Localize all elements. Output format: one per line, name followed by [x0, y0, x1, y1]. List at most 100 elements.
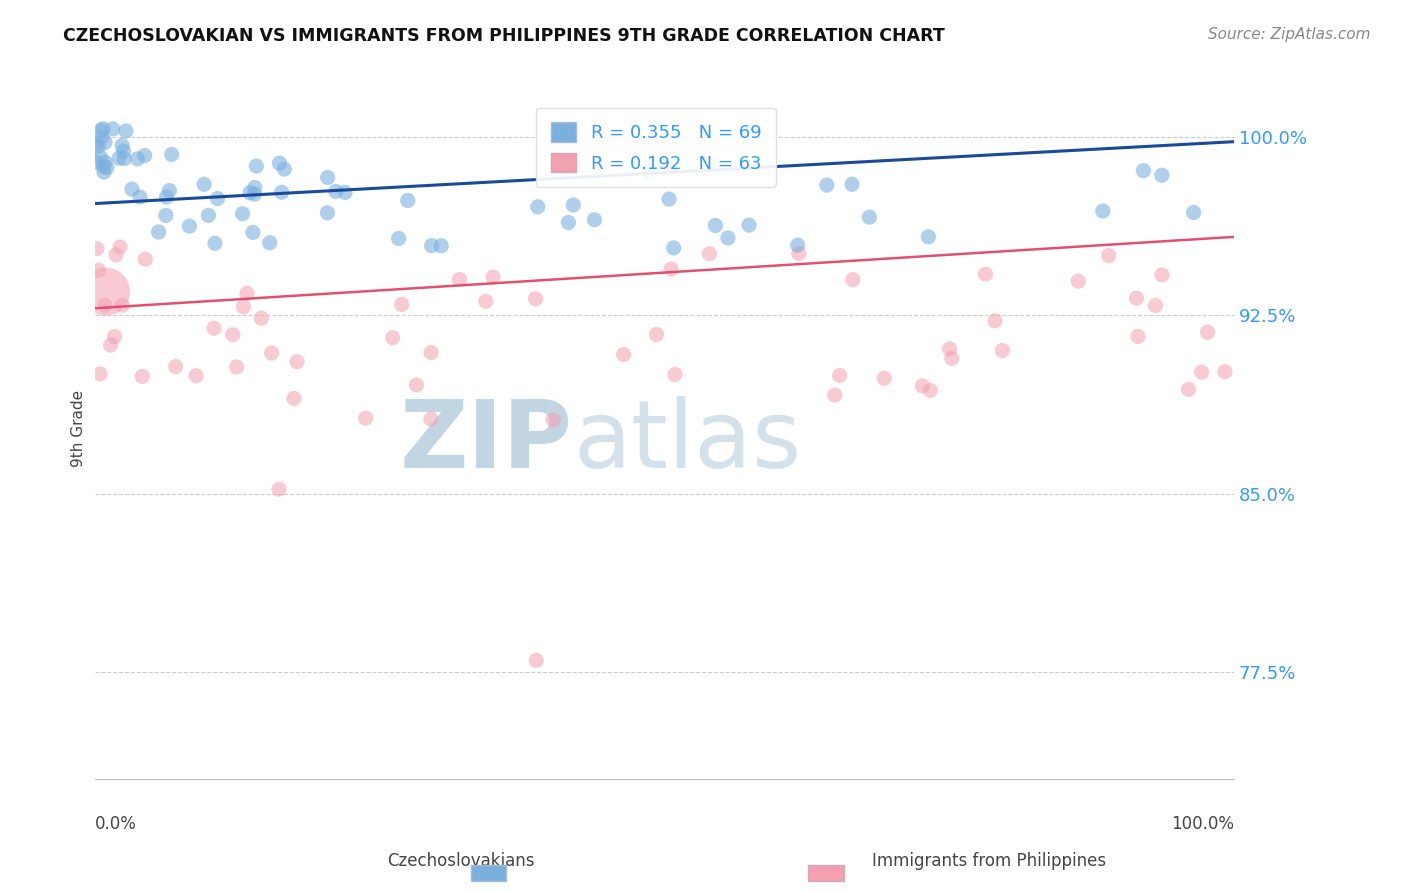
Point: [101, 122, 124, 136]
Point: [911, 379, 934, 393]
Point: [84, 136, 107, 151]
Point: [841, 178, 863, 192]
Point: [273, 162, 295, 177]
Point: [90, 130, 112, 145]
Point: [89, 150, 111, 164]
Point: [1150, 168, 1173, 182]
Point: [100, 338, 122, 352]
Point: [420, 238, 443, 252]
Point: [381, 331, 404, 345]
Point: [1144, 299, 1167, 313]
Point: [285, 355, 308, 369]
Point: [316, 206, 339, 220]
Point: [96, 161, 118, 175]
Point: [941, 351, 963, 366]
Point: [232, 207, 254, 221]
Point: [405, 378, 427, 392]
Y-axis label: 9th Grade: 9th Grade: [72, 390, 86, 467]
Point: [112, 144, 135, 158]
Point: [94, 136, 117, 150]
Point: [283, 392, 305, 406]
Text: 0.0%: 0.0%: [94, 815, 136, 833]
Point: [90, 123, 112, 137]
Point: [129, 190, 152, 204]
Point: [1150, 268, 1173, 282]
Point: [105, 248, 128, 262]
Point: [243, 187, 266, 202]
Point: [222, 327, 245, 342]
Point: [316, 170, 339, 185]
Text: 100.0%: 100.0%: [1171, 815, 1234, 833]
Point: [1067, 274, 1090, 288]
Point: [155, 190, 177, 204]
Point: [717, 231, 740, 245]
Point: [482, 270, 505, 285]
Point: [1191, 365, 1213, 379]
Point: [658, 192, 681, 206]
Text: CZECHOSLOVAKIAN VS IMMIGRANTS FROM PHILIPPINES 9TH GRADE CORRELATION CHART: CZECHOSLOVAKIAN VS IMMIGRANTS FROM PHILI…: [63, 27, 945, 45]
Point: [87, 139, 110, 153]
Point: [259, 235, 281, 250]
Point: [524, 292, 547, 306]
Point: [786, 238, 808, 252]
Point: [115, 124, 138, 138]
Point: [202, 321, 225, 335]
Point: [354, 411, 377, 425]
Point: [111, 138, 134, 153]
Point: [186, 368, 208, 383]
Point: [204, 236, 226, 251]
Point: [1132, 163, 1154, 178]
Point: [236, 286, 259, 301]
Point: [920, 384, 942, 398]
Point: [824, 388, 846, 402]
Point: [239, 186, 262, 200]
Point: [127, 152, 149, 166]
Point: [104, 329, 127, 343]
Point: [562, 198, 585, 212]
Point: [108, 151, 131, 165]
Point: [396, 194, 419, 208]
Point: [325, 185, 347, 199]
Point: [645, 327, 668, 342]
Point: [86, 155, 108, 169]
Point: [155, 208, 177, 222]
Point: [738, 218, 761, 232]
Point: [613, 347, 636, 361]
Point: [245, 159, 267, 173]
Point: [873, 371, 896, 385]
Point: [420, 412, 443, 426]
Point: [93, 160, 115, 174]
Point: [165, 359, 187, 374]
Point: [475, 294, 498, 309]
Point: [1197, 325, 1219, 339]
Point: [991, 343, 1014, 358]
Point: [391, 297, 413, 311]
Point: [111, 298, 134, 312]
Text: Source: ZipAtlas.com: Source: ZipAtlas.com: [1208, 27, 1371, 42]
Point: [430, 239, 453, 253]
Point: [94, 285, 117, 299]
Point: [134, 252, 156, 267]
Point: [917, 230, 939, 244]
Point: [270, 186, 292, 200]
Point: [131, 369, 153, 384]
Point: [1098, 248, 1121, 262]
Point: [664, 368, 686, 382]
Point: [86, 242, 108, 256]
Point: [659, 262, 682, 277]
Point: [704, 219, 727, 233]
Point: [197, 208, 219, 222]
Point: [160, 147, 183, 161]
Point: [388, 231, 411, 245]
Point: [449, 272, 471, 286]
Text: Czechoslovakians: Czechoslovakians: [387, 852, 534, 870]
Point: [638, 166, 661, 180]
Point: [269, 156, 291, 170]
Point: [1125, 291, 1147, 305]
Point: [94, 298, 117, 312]
Point: [541, 413, 564, 427]
Point: [87, 263, 110, 277]
Point: [112, 152, 135, 166]
Text: Immigrants from Philippines: Immigrants from Philippines: [872, 852, 1107, 870]
Point: [94, 155, 117, 169]
